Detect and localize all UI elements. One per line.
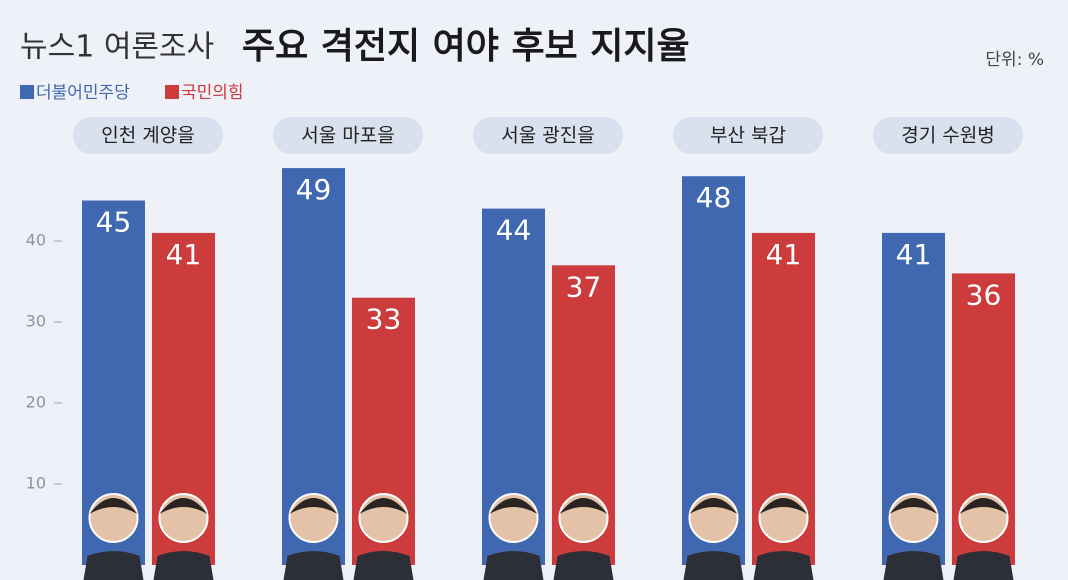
value-label: 36 bbox=[966, 278, 1002, 311]
candidate-photo-body bbox=[953, 551, 1014, 580]
category-pill bbox=[73, 117, 223, 154]
value-label: 41 bbox=[896, 238, 932, 271]
legend-label: 더불어민주당 bbox=[36, 83, 130, 103]
candidate-photo-hair bbox=[489, 498, 538, 514]
value-label: 44 bbox=[496, 214, 532, 247]
value-label: 33 bbox=[366, 303, 402, 336]
category-pill bbox=[273, 117, 423, 154]
candidate-photo-hair bbox=[359, 498, 408, 514]
value-label: 41 bbox=[166, 238, 202, 271]
chart-title: 주요 격전지 여야 후보 지지율 bbox=[242, 26, 690, 67]
candidate-photo-body bbox=[753, 551, 814, 580]
unit-label: 단위: % bbox=[985, 50, 1044, 70]
y-tick-label: 30 bbox=[26, 312, 46, 331]
y-tick-label: 10 bbox=[26, 474, 46, 493]
candidate-photo-hair bbox=[889, 498, 938, 514]
candidate-photo-body bbox=[553, 551, 614, 580]
candidate-photo-hair bbox=[289, 498, 338, 514]
category-pill bbox=[473, 117, 623, 154]
category-label: 서울 마포을 bbox=[301, 125, 394, 147]
value-label: 48 bbox=[696, 181, 732, 214]
candidate-photo-hair bbox=[689, 498, 738, 514]
value-label: 37 bbox=[566, 270, 602, 303]
candidate-photo-body bbox=[283, 551, 344, 580]
candidate-photo-body bbox=[483, 551, 544, 580]
legend-swatch bbox=[20, 85, 34, 99]
candidate-photo-hair bbox=[559, 498, 608, 514]
candidate-photo-body bbox=[883, 551, 944, 580]
category-pill bbox=[873, 117, 1023, 154]
candidate-photo-hair bbox=[959, 498, 1008, 514]
chart-source: 뉴스1 여론조사 bbox=[20, 30, 214, 65]
value-label: 45 bbox=[96, 206, 132, 239]
category-pill bbox=[673, 117, 823, 154]
candidate-photo-body bbox=[683, 551, 744, 580]
candidate-photo-hair bbox=[159, 498, 208, 514]
value-label: 49 bbox=[296, 173, 332, 206]
category-label: 부산 북갑 bbox=[710, 125, 786, 147]
category-label: 서울 광진을 bbox=[501, 125, 594, 147]
candidate-photo-body bbox=[153, 551, 214, 580]
legend-label: 국민의힘 bbox=[181, 83, 244, 103]
candidate-photo-hair bbox=[89, 498, 138, 514]
category-label: 인천 계양을 bbox=[101, 125, 194, 147]
candidate-photo-body bbox=[83, 551, 144, 580]
legend-swatch bbox=[165, 85, 179, 99]
value-label: 41 bbox=[766, 238, 802, 271]
candidate-photo-hair bbox=[759, 498, 808, 514]
category-label: 경기 수원병 bbox=[901, 125, 994, 147]
candidate-photo-body bbox=[353, 551, 414, 580]
y-tick-label: 40 bbox=[26, 231, 46, 250]
y-tick-label: 20 bbox=[26, 393, 46, 412]
